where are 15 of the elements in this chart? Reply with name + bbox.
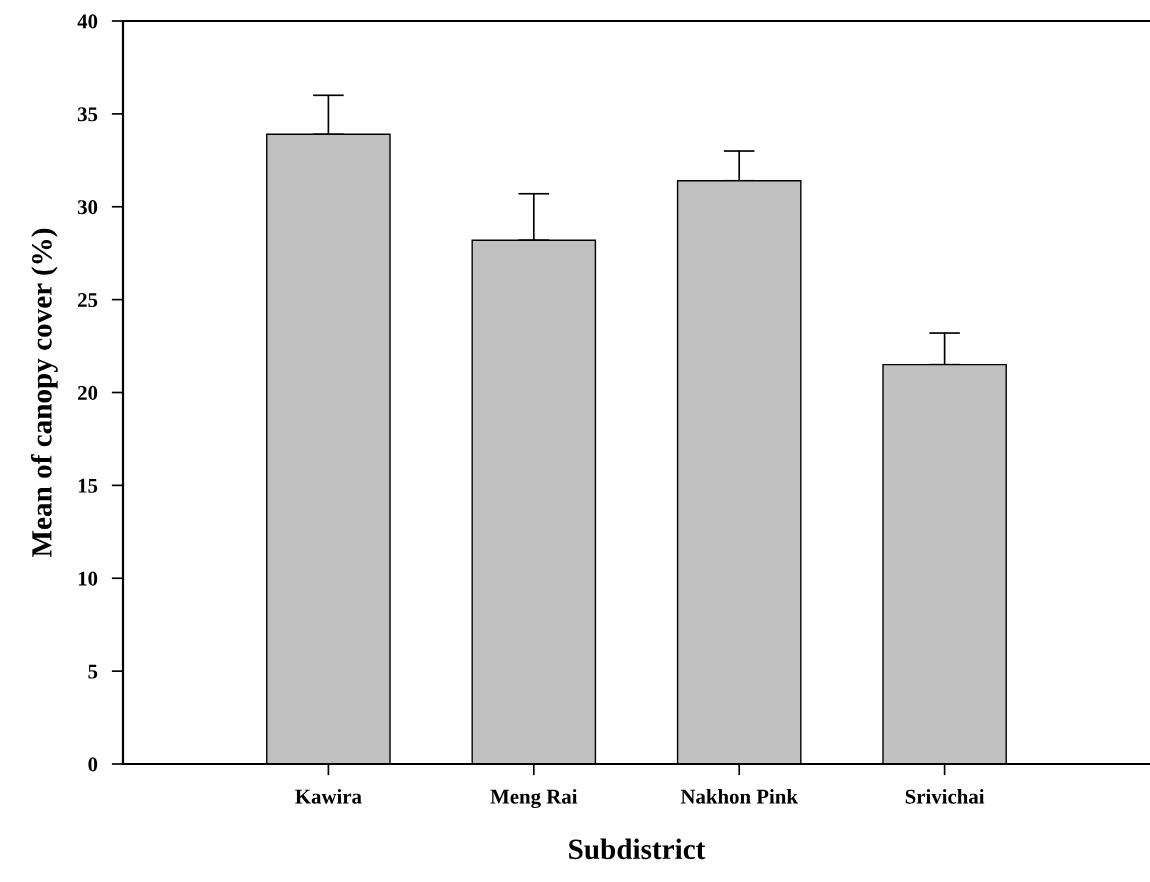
y-tick-label: 25 (78, 293, 98, 308)
y-tick-label: 20 (78, 385, 98, 400)
y-tick-label: 5 (88, 664, 98, 679)
y-tick-label: 15 (78, 478, 98, 493)
x-tick-label: Kawira (295, 789, 362, 804)
y-tick-label: 0 (88, 757, 98, 772)
x-axis-title: Subdistrict (569, 838, 706, 860)
x-tick-label: Srivichai (905, 789, 985, 804)
y-axis-title: Mean of canopy cover (%) (30, 228, 58, 557)
x-tick-label: Nakhon Pink (680, 789, 798, 804)
y-tick-label: 35 (77, 107, 98, 122)
y-tick-label: 30 (77, 200, 98, 215)
x-tick-label: Meng Rai (490, 789, 578, 809)
y-tick-label: 10 (78, 571, 98, 586)
y-tick-label: 40 (77, 14, 98, 29)
